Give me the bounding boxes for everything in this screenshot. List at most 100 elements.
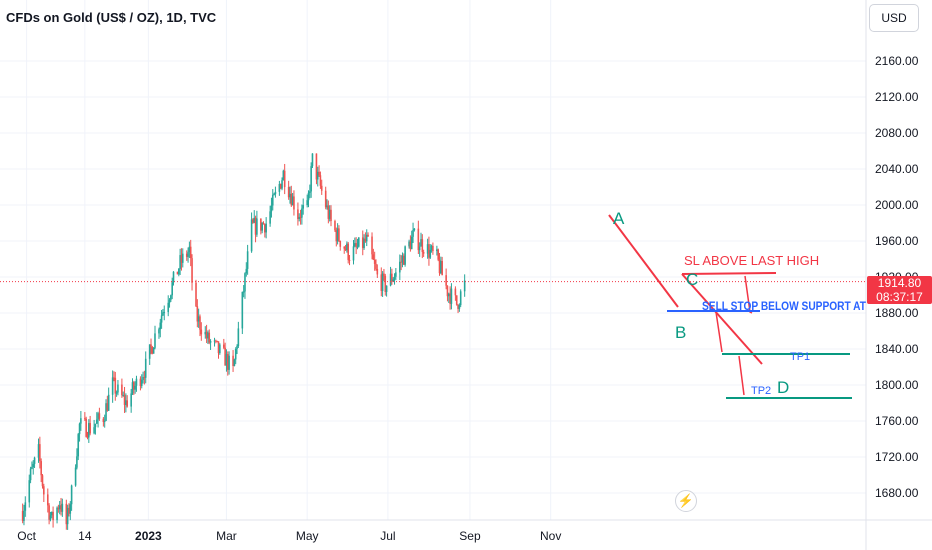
candle-body — [205, 331, 208, 339]
candle-body — [418, 246, 421, 251]
candle-body — [273, 194, 275, 196]
label-d: D — [777, 378, 789, 397]
candle-body — [334, 221, 336, 231]
candle-body — [291, 196, 294, 206]
candle-body — [422, 252, 425, 254]
candle-body — [287, 187, 290, 198]
candle-body — [364, 238, 367, 242]
candle-body — [344, 248, 347, 251]
currency-button[interactable]: USD — [869, 4, 919, 32]
candle-body — [355, 243, 357, 247]
candle-body — [319, 175, 322, 186]
candle-body — [401, 255, 404, 263]
candle-body — [122, 394, 125, 396]
candle-body — [66, 507, 69, 525]
candle-body — [242, 291, 245, 293]
candle-body — [279, 184, 282, 189]
candle-body — [264, 224, 266, 233]
candle-body — [409, 241, 412, 250]
candle-body — [246, 251, 249, 269]
candle-body — [428, 244, 430, 258]
y-tick-label: 1680.00 — [875, 486, 919, 500]
tp2-label: TP2 — [751, 385, 771, 397]
candle-body — [32, 463, 35, 468]
candle-body — [107, 394, 110, 411]
candle-body — [29, 468, 32, 481]
candle-body — [84, 418, 86, 420]
candle-body — [103, 420, 106, 422]
candle-body — [372, 254, 375, 260]
candle-body — [376, 268, 379, 275]
candle-body — [413, 228, 416, 231]
candle-body — [445, 275, 447, 286]
candle-body — [298, 216, 301, 219]
candle-body — [250, 219, 253, 252]
candle-body — [39, 444, 41, 462]
candle-body — [395, 272, 397, 277]
candle-body — [151, 346, 154, 354]
candle-body — [217, 341, 220, 354]
candle-body — [228, 355, 230, 370]
candle-body — [65, 503, 68, 525]
candle-body — [31, 467, 33, 469]
candle-body — [185, 253, 188, 257]
tp1-label: TP1 — [790, 351, 810, 363]
candle-body — [94, 423, 97, 428]
candle-body — [282, 170, 285, 181]
sl-line — [681, 272, 777, 275]
candle-body — [162, 312, 164, 316]
candle-body — [77, 434, 80, 457]
candle-body — [399, 261, 401, 273]
candle-body — [429, 249, 432, 258]
candle-body — [215, 340, 217, 342]
candle-body — [311, 153, 314, 167]
candle-body — [315, 153, 318, 180]
candle-body — [204, 331, 207, 335]
candle-body — [196, 306, 199, 322]
x-tick-label: Jul — [380, 529, 395, 543]
candle-body — [412, 230, 414, 237]
label-b: B — [675, 323, 686, 342]
candle-body — [130, 393, 132, 407]
candle-body — [171, 282, 173, 296]
candle-body — [421, 239, 424, 253]
candle-body — [336, 228, 339, 242]
candle-body — [430, 245, 433, 250]
candle-body — [158, 329, 160, 334]
label-c: C — [686, 270, 698, 289]
candle-body — [207, 332, 209, 339]
candle-body — [309, 191, 311, 193]
candle-body — [150, 344, 152, 347]
candle-body — [389, 273, 392, 286]
candle-body — [400, 261, 402, 263]
x-tick-label: Nov — [540, 529, 561, 543]
candle-body — [57, 507, 60, 510]
y-tick-label: 1840.00 — [875, 342, 919, 356]
candle-body — [260, 218, 262, 231]
lightning-icon[interactable]: ⚡ — [675, 490, 697, 512]
candle-body — [46, 494, 49, 506]
candle-body — [131, 382, 134, 394]
candle-body — [436, 249, 438, 252]
candle-body — [188, 246, 191, 253]
candle-body — [420, 239, 422, 247]
candle-body — [200, 329, 203, 335]
candle-body — [410, 236, 413, 250]
candle-body — [352, 246, 355, 261]
candle-body — [274, 191, 277, 195]
candle-body — [301, 208, 303, 218]
candle-body — [320, 185, 323, 191]
candle-body — [391, 273, 393, 282]
candle-body — [74, 467, 77, 486]
candle-body — [43, 486, 45, 495]
candle-body — [432, 245, 434, 252]
candle-body — [306, 200, 308, 206]
y-tick-label: 1960.00 — [875, 234, 919, 248]
candle-body — [167, 302, 170, 313]
candle-body — [261, 223, 263, 231]
projection-line-cd — [681, 273, 763, 365]
candle-body — [437, 249, 439, 260]
candle-body — [371, 236, 373, 255]
